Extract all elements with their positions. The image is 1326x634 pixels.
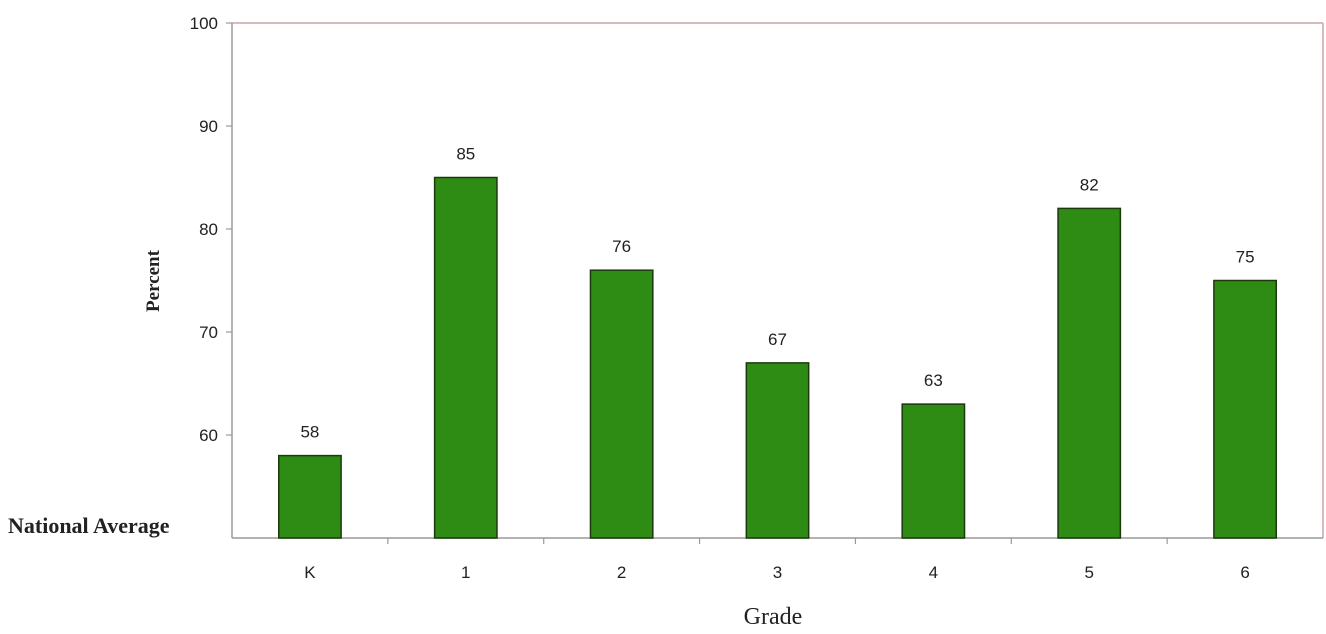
y-tick-label: 60 (199, 426, 218, 445)
x-tick-label-2: 2 (617, 563, 626, 582)
bar-4 (901, 403, 966, 539)
x-tick-label-3: 3 (773, 563, 782, 582)
y-tick-label: 90 (199, 117, 218, 136)
x-tick-label-K: K (304, 563, 316, 582)
bar-K (278, 454, 342, 539)
y-axis-title: Percent (143, 249, 164, 312)
baseline-label: National Average (8, 513, 170, 538)
data-label-2: 76 (612, 237, 631, 256)
x-tick-label-1: 1 (461, 563, 470, 582)
bar-6 (1213, 279, 1277, 539)
x-axis-title: Grade (744, 604, 803, 629)
x-tick-label-5: 5 (1084, 563, 1093, 582)
data-label-5: 82 (1080, 175, 1099, 194)
data-label-K: 58 (300, 423, 319, 442)
bar-1 (433, 176, 498, 539)
x-tick-label-4: 4 (929, 563, 938, 582)
x-tick-label-6: 6 (1240, 563, 1249, 582)
y-tick-label: 100 (190, 14, 218, 33)
y-tick-label: 70 (199, 323, 218, 342)
data-label-6: 75 (1236, 248, 1255, 267)
data-label-3: 67 (768, 330, 787, 349)
bar-2 (589, 269, 654, 539)
y-tick-label: 80 (199, 220, 218, 239)
data-label-1: 85 (456, 145, 475, 164)
data-label-4: 63 (924, 371, 943, 390)
bar-3 (745, 362, 810, 539)
plot-area: 60 70 80 90 100 58 K 85 1 76 2 67 3 63 4 82 5 75 6 (190, 14, 1324, 582)
bar-5 (1057, 207, 1122, 539)
